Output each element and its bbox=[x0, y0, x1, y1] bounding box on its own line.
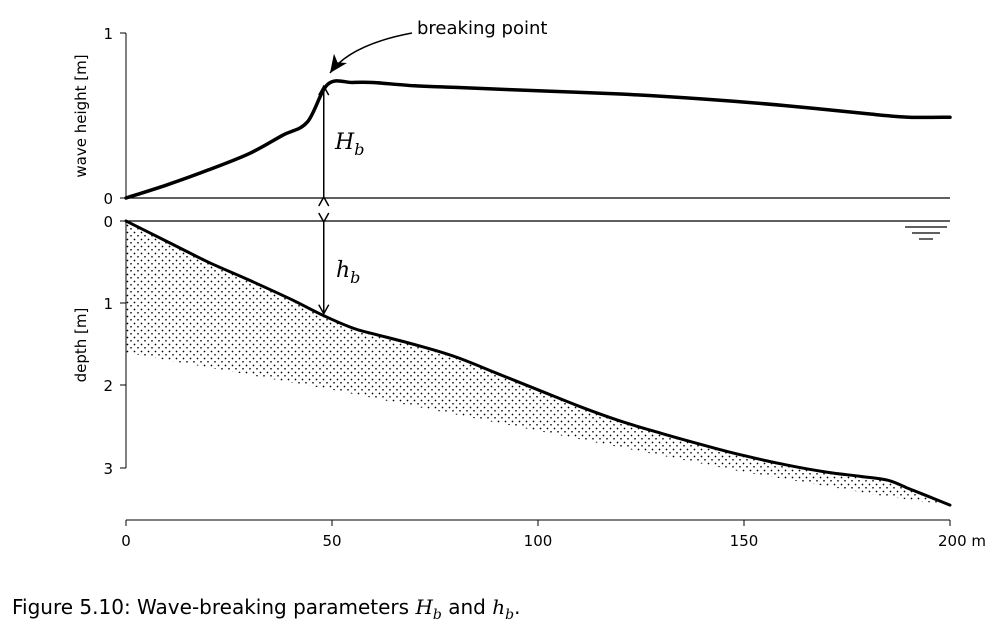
wave-height-curve bbox=[124, 79, 952, 200]
seabed-sediment-fill bbox=[126, 221, 950, 506]
water-level-symbol bbox=[905, 226, 947, 240]
hb-label: hb bbox=[336, 258, 360, 287]
depth-panel: 0 1 2 3 depth [m] hb bbox=[72, 212, 952, 507]
breaking-point-arrow bbox=[329, 32, 413, 74]
Hb-label: Hb bbox=[334, 130, 364, 159]
seabed-profile-curve bbox=[124, 219, 952, 507]
depth-ytick-label-2: 2 bbox=[103, 377, 113, 395]
wave-height-panel: 1 0 wave height [m] Hb breaking point bbox=[72, 18, 952, 208]
figure-caption: Figure 5.10: Wave-breaking parameters Hb… bbox=[12, 595, 521, 623]
xtick-label-0: 0 bbox=[121, 532, 131, 550]
xtick-label-100: 100 bbox=[524, 532, 553, 550]
depth-ytick-label-0: 0 bbox=[103, 213, 113, 231]
xtick-label-150: 150 bbox=[730, 532, 759, 550]
caption-hb: hb bbox=[492, 595, 515, 623]
x-axis: 0 50 100 150 200 m bbox=[121, 519, 986, 550]
wave-height-y-axis-label: wave height [m] bbox=[72, 54, 90, 177]
depth-y-axis-label: depth [m] bbox=[72, 308, 90, 383]
xtick-label-200: 200 m bbox=[938, 532, 986, 550]
caption-Hb: Hb bbox=[415, 595, 442, 623]
depth-ytick-label-1: 1 bbox=[103, 295, 113, 313]
wave-height-ytick-label-0: 0 bbox=[103, 190, 113, 208]
depth-ytick-label-3: 3 bbox=[103, 460, 113, 478]
xtick-label-50: 50 bbox=[322, 532, 341, 550]
breaking-point-label: breaking point bbox=[417, 18, 547, 39]
caption-prefix: Figure 5.10: Wave-breaking parameters bbox=[12, 595, 416, 619]
wave-height-ytick-label-1: 1 bbox=[103, 25, 113, 43]
